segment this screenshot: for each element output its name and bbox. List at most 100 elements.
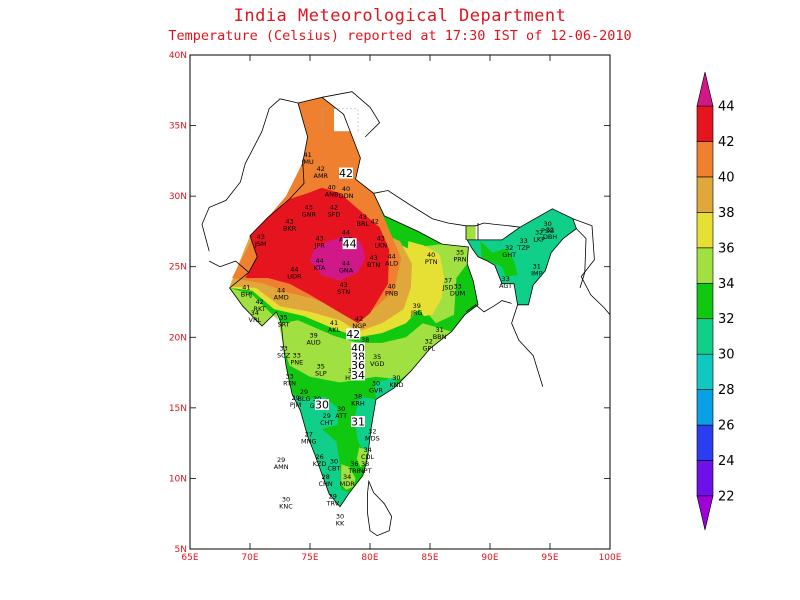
station-value: 29: [277, 456, 285, 464]
station-value: 31: [533, 263, 541, 271]
colorbar-label: 24: [718, 454, 735, 469]
lat-tick-label: 25N: [169, 263, 187, 273]
station-value: 40: [427, 251, 435, 259]
station-value: 32: [546, 226, 554, 234]
station-name: UDR: [287, 272, 302, 280]
station-name: VGD: [370, 360, 385, 368]
station-value: 27: [305, 430, 313, 438]
station-value: 32: [505, 244, 513, 252]
lon-tick-label: 80E: [361, 553, 378, 563]
station-name: DBH: [543, 233, 557, 241]
colorbar-band-24-26: [696, 424, 714, 461]
station-name: NPT: [359, 467, 372, 475]
station-value: 38: [354, 392, 362, 400]
station-name: LKN: [374, 241, 387, 249]
contour-band-3032-9: [307, 429, 350, 507]
station-name: PNE: [290, 358, 303, 366]
station-value: 35: [317, 363, 325, 371]
station-name: IMP: [531, 270, 543, 278]
station-value: 33: [453, 282, 461, 290]
station-value: 36: [350, 460, 358, 468]
station-name: BBN: [433, 333, 447, 341]
station-name: CHT: [320, 419, 333, 427]
station-value: 41: [303, 151, 311, 159]
colorbar: 22 24 26 28 30 32 34 36 38 40 42 44: [696, 71, 735, 531]
station-value: 32: [535, 229, 543, 237]
lat-tick-label: 10N: [169, 474, 187, 484]
contour-label-bg: [351, 351, 365, 363]
station-name: SLP: [315, 370, 327, 378]
station-name: MNG: [301, 437, 317, 445]
station-name: BRL: [356, 220, 369, 228]
station-name: AGT: [499, 282, 512, 290]
station-value: 44: [277, 287, 285, 295]
station-value: 42: [255, 298, 263, 306]
contour-band-3436-2: [229, 287, 452, 383]
station-name: ALD: [385, 260, 398, 268]
colorbar-band-40-42: [696, 141, 714, 178]
station-value: 42: [330, 203, 338, 211]
station-name: VRL: [249, 316, 262, 324]
station-name: GPL: [423, 344, 436, 352]
station-value: 32: [368, 428, 376, 436]
station-value: 43: [339, 281, 347, 289]
chart-title: India Meteorological Department: [233, 6, 567, 26]
contour-label: 30: [315, 399, 329, 412]
contour-label-bg: [342, 238, 357, 250]
contour-band-3436-14: [356, 447, 368, 468]
no-data-area: [343, 94, 352, 109]
station-value: 38: [361, 460, 369, 468]
colorbar-label: 34: [718, 277, 735, 292]
station-value: 26: [315, 453, 323, 461]
contour-fills: [229, 94, 577, 507]
colorbar-band-34-36: [696, 247, 714, 284]
contour-band-3032-12: [374, 376, 397, 400]
lon-tick-label: 100E: [599, 553, 622, 563]
station-name: BHJ: [241, 291, 252, 299]
station-value: 43: [315, 234, 323, 242]
station-value: 35: [279, 313, 287, 321]
country-borders: [201, 91, 610, 537]
sikkim-fill: [466, 225, 476, 240]
station-value: 42: [355, 315, 363, 323]
station-value: 29: [300, 388, 308, 396]
station-name: ATT: [335, 412, 347, 420]
station-name: AUD: [306, 339, 320, 347]
station-name: SRT: [278, 320, 290, 328]
station-name: DDN: [339, 192, 354, 200]
contour-band-3032-11: [354, 396, 376, 458]
colorbar-label: 40: [718, 170, 735, 185]
station-value: 30: [392, 374, 400, 382]
station-value: 44: [315, 257, 323, 265]
station-name: PSG: [541, 227, 554, 235]
contour-label-bg: [315, 399, 329, 411]
lon-tick-label: 75E: [301, 553, 318, 563]
station-name: DUM: [450, 289, 465, 297]
station-name: BKR: [283, 224, 297, 232]
